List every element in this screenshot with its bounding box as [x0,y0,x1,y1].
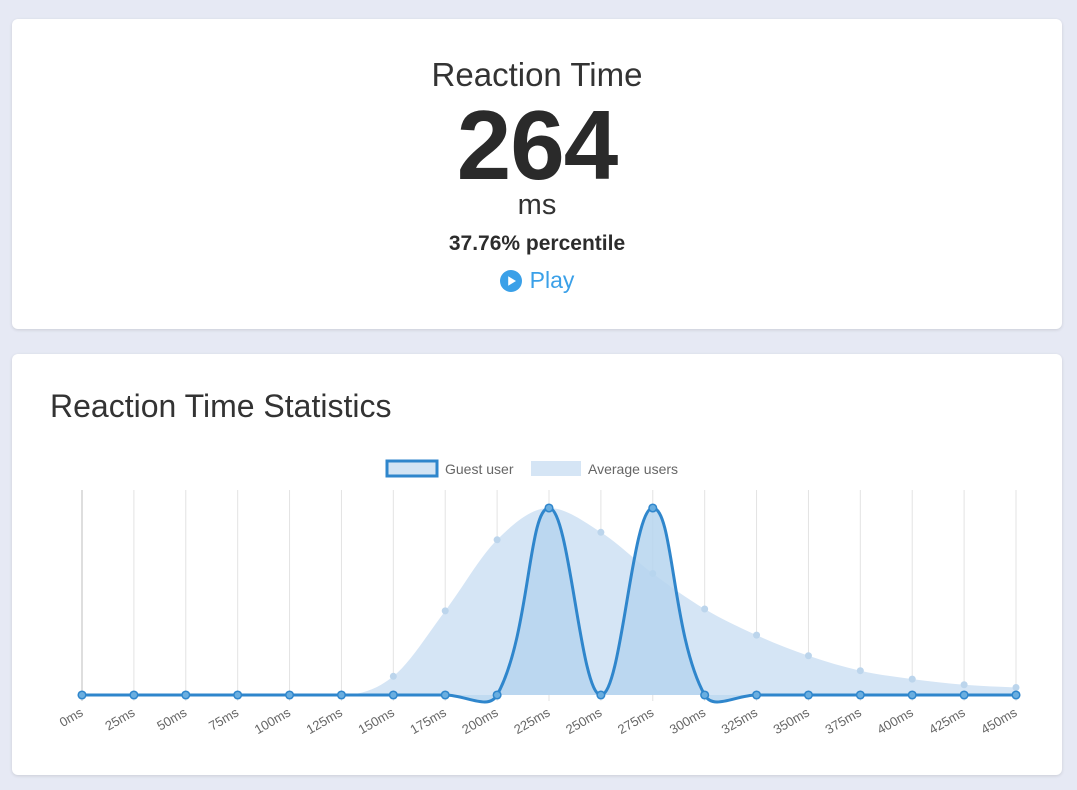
legend-swatch-guest[interactable] [385,459,439,478]
statistics-title: Reaction Time Statistics [50,388,392,424]
guest-user-point[interactable] [752,690,762,700]
x-tick-label: 375ms [823,704,865,737]
guest-user-series [77,503,1021,704]
legend-label-average[interactable]: Average users [588,461,678,477]
x-tick-label: 450ms [978,704,1020,737]
x-tick-label: 200ms [459,704,501,737]
x-tick-label: 25ms [102,704,137,733]
guest-user-point[interactable] [77,690,87,700]
guest-user-point[interactable] [388,690,398,700]
x-tick-label: 275ms [615,704,657,737]
guest-user-point[interactable] [492,690,502,700]
average-users-point[interactable] [441,607,449,615]
guest-user-point[interactable] [544,503,554,513]
legend-swatch-average[interactable] [531,461,581,476]
guest-user-point[interactable] [336,690,346,700]
reaction-time-chart: 0ms 25ms 50ms 75ms 100ms 125ms 150ms 175ms 200ms… [57,459,1021,737]
legend: Guest user Average users [385,459,678,478]
guest-user-point[interactable] [907,690,917,700]
reaction-time-value: 264 [456,90,619,200]
guest-user-point[interactable] [181,690,191,700]
average-users-point[interactable] [493,536,501,544]
guest-user-point[interactable] [233,690,243,700]
result-card: Reaction Time 264 ms 37.76% percentile P… [12,19,1062,329]
x-tick-label: 75ms [206,704,241,733]
reaction-time-unit: ms [517,189,557,221]
play-button[interactable]: Play [12,267,1062,294]
x-tick-label: 400ms [874,704,916,737]
x-tick-label: 325ms [719,704,761,737]
play-circle-icon [499,269,522,292]
result-title: Reaction Time [431,56,643,93]
percentile-text: 37.76% percentile [448,232,626,255]
x-tick-label: 150ms [356,704,398,737]
x-tick-label: 0ms [57,704,86,730]
average-users-point[interactable] [804,652,812,660]
guest-user-point[interactable] [129,690,139,700]
x-tick-label: 425ms [926,704,968,737]
statistics-card: Reaction Time Statistics 0ms 25ms 50ms 75ms… [12,354,1062,775]
x-tick-label: 300ms [667,704,709,737]
guest-user-point[interactable] [959,690,969,700]
x-tick-label: 250ms [563,704,605,737]
play-label: Play [529,267,575,293]
x-tick-label: 350ms [771,704,813,737]
x-tick-label: 175ms [407,704,449,737]
guest-user-area [82,508,1016,703]
average-users-point[interactable] [597,528,605,536]
guest-user-point[interactable] [285,690,295,700]
average-users-point[interactable] [908,675,916,683]
x-tick-label: 100ms [252,704,294,737]
x-tick-label: 225ms [511,704,553,737]
guest-user-point[interactable] [855,690,865,700]
x-tick-label: 125ms [304,704,346,737]
guest-user-line [81,506,1016,704]
guest-user-point[interactable] [1011,690,1021,700]
x-tick-label: 50ms [154,704,189,733]
average-users-point[interactable] [960,681,968,689]
average-users-point[interactable] [389,672,397,680]
guest-user-point[interactable] [803,690,813,700]
x-axis-ticks: 0ms 25ms 50ms 75ms 100ms 125ms 150ms 175ms 200ms… [57,704,1020,737]
guest-user-point[interactable] [700,690,710,700]
average-users-point[interactable] [701,605,709,613]
guest-user-point[interactable] [648,503,658,513]
average-users-point[interactable] [856,667,864,675]
guest-user-point[interactable] [596,690,606,700]
legend-label-guest[interactable]: Guest user [445,461,514,477]
average-users-point[interactable] [1012,684,1020,692]
guest-user-point[interactable] [440,690,450,700]
average-users-point[interactable] [753,631,761,639]
